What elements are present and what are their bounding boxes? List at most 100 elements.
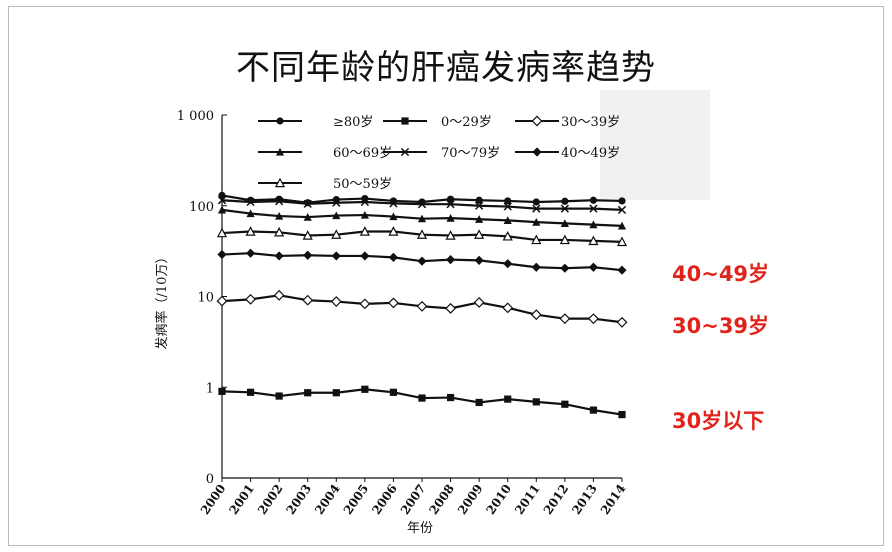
data-point	[502, 230, 513, 241]
data-point	[617, 205, 627, 215]
data-point	[502, 302, 514, 314]
data-point	[473, 296, 485, 308]
data-point	[446, 393, 455, 402]
data-point	[217, 249, 227, 260]
data-point	[389, 388, 398, 396]
data-point	[359, 298, 371, 310]
y-axis-label: 发病率（/10万）	[154, 251, 170, 350]
data-point	[475, 398, 483, 407]
data-point	[445, 302, 457, 314]
data-point	[503, 216, 512, 224]
data-point	[587, 313, 599, 325]
data-point	[616, 316, 628, 328]
y-tick-label: 1	[206, 381, 214, 396]
data-point	[216, 295, 228, 307]
data-point	[475, 196, 483, 204]
data-point	[561, 197, 569, 205]
data-point	[503, 202, 512, 211]
x-tick-label: 2008	[426, 482, 457, 517]
data-point	[331, 251, 341, 261]
x-tick-label: 2014	[598, 482, 629, 517]
data-point	[302, 230, 313, 240]
data-point	[560, 263, 570, 273]
data-point	[388, 226, 399, 236]
data-point	[618, 197, 626, 205]
data-point	[559, 313, 571, 325]
series-6	[216, 226, 628, 247]
data-point	[217, 196, 227, 205]
x-tick-label: 2003	[284, 482, 315, 517]
series-2	[216, 289, 628, 328]
data-point	[446, 195, 455, 203]
legend-marker	[276, 117, 284, 125]
legend-item: 30～39岁	[515, 115, 620, 130]
data-point	[273, 289, 285, 301]
data-point	[446, 214, 455, 222]
y-tick-label: 100	[189, 200, 214, 215]
data-point	[617, 221, 627, 230]
data-point	[303, 250, 313, 260]
x-tick-label: 2000	[198, 482, 229, 517]
legend-label: 40～49岁	[561, 146, 620, 161]
data-point	[417, 256, 427, 266]
watermark-block	[600, 90, 710, 200]
legend-marker	[275, 147, 285, 156]
data-point	[475, 215, 484, 223]
data-point	[332, 198, 341, 207]
series-3	[217, 205, 627, 230]
legend-marker	[532, 147, 542, 157]
x-tick-label: 2011	[512, 482, 543, 517]
x-tick-label: 2010	[484, 482, 515, 517]
data-point	[218, 191, 226, 200]
callout-30-39: 30~39岁	[672, 314, 770, 338]
data-point	[531, 234, 542, 245]
data-point	[475, 201, 484, 210]
data-point	[416, 229, 428, 239]
data-point	[360, 210, 369, 219]
x-tick-label: 2006	[369, 482, 400, 517]
data-point	[417, 214, 427, 223]
data-point	[275, 392, 283, 400]
data-point	[474, 255, 484, 265]
x-tick-label: 2009	[455, 482, 486, 517]
data-point	[589, 204, 598, 213]
data-point	[617, 265, 627, 275]
data-point	[589, 220, 598, 229]
data-point	[589, 406, 598, 414]
y-tick-label: 1 000	[177, 109, 214, 124]
data-point	[245, 293, 257, 305]
x-tick-label: 2001	[226, 482, 257, 517]
legend-label: 70～79岁	[441, 146, 500, 161]
data-point	[616, 236, 628, 247]
data-point	[532, 198, 540, 206]
legend-item: 50～59岁	[258, 177, 392, 192]
slide-frame	[8, 6, 884, 546]
legend-marker	[400, 147, 410, 157]
data-point	[245, 226, 256, 236]
data-point	[416, 300, 428, 312]
data-point	[532, 204, 541, 213]
x-tick-label: 2013	[569, 482, 600, 517]
data-point	[387, 297, 399, 309]
data-point	[504, 197, 512, 205]
series-5	[217, 248, 627, 275]
data-point	[331, 229, 342, 239]
data-point	[474, 229, 485, 239]
data-point	[389, 212, 398, 221]
data-point	[332, 211, 341, 220]
data-point	[559, 234, 570, 245]
data-point	[418, 394, 426, 402]
data-point	[531, 262, 541, 272]
data-point	[302, 294, 314, 306]
data-point	[275, 197, 284, 206]
data-point	[330, 296, 342, 307]
legend-marker	[401, 117, 409, 125]
x-tick-label: 2007	[398, 482, 429, 517]
data-point	[246, 388, 255, 396]
legend-marker	[274, 177, 286, 188]
data-point	[360, 251, 370, 261]
legend-label: 50～59岁	[333, 177, 392, 192]
data-point	[274, 251, 284, 261]
data-point	[304, 389, 312, 397]
